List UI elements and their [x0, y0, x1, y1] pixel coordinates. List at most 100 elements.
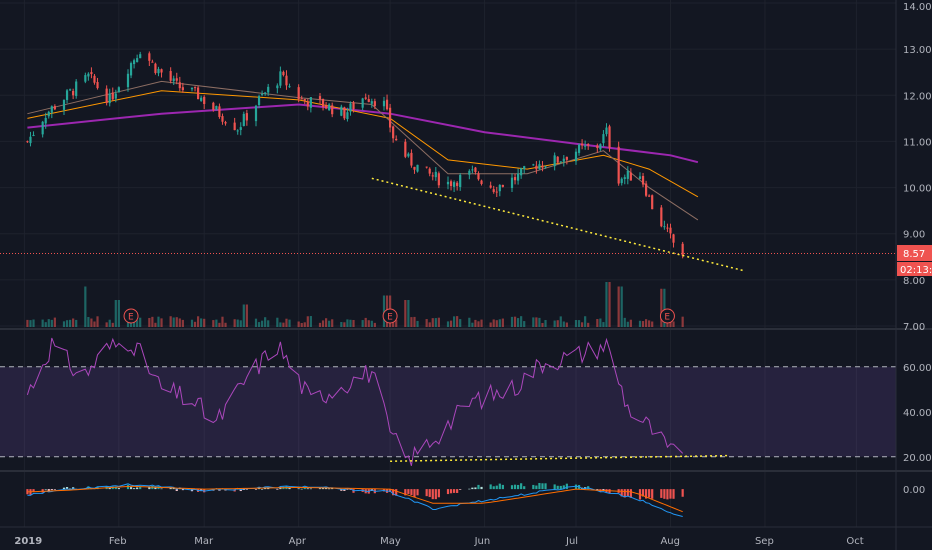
candle-body [449, 181, 453, 186]
macd-pane[interactable] [26, 482, 684, 517]
volume-bar [193, 321, 197, 327]
candle-body [257, 96, 261, 105]
volume-bar [626, 321, 629, 327]
volume-bar [264, 317, 267, 327]
y-tick-label: 9.00 [903, 230, 925, 241]
candle-body [495, 191, 498, 193]
volume-bar [495, 320, 498, 327]
volume-bar [641, 321, 645, 327]
candle-body [364, 97, 367, 99]
volume-bar [431, 318, 434, 327]
macd-histogram-bar [404, 489, 407, 496]
volume-bar [331, 319, 334, 327]
candle-body [651, 195, 654, 210]
macd-histogram-bar [407, 489, 410, 494]
volume-bar [370, 320, 373, 327]
candle-body [212, 102, 215, 110]
volume-bar [172, 317, 175, 327]
macd-histogram-bar [297, 488, 300, 490]
candle-body [44, 117, 47, 124]
volume-bar [93, 321, 96, 327]
volume-bar [608, 282, 611, 327]
volume-bar [108, 319, 111, 327]
volume-bar [672, 321, 675, 327]
macd-histogram-bar [47, 489, 50, 491]
macd-histogram-bar [288, 487, 291, 490]
candle-body [629, 172, 632, 181]
price-axis[interactable]: 14.00 13.00 12.00 11.00 10.00 9.00 8.00 7.00 60.… [895, 0, 932, 550]
candle-body [224, 122, 227, 124]
candle-body [303, 98, 306, 101]
candle-body [105, 88, 108, 103]
macd-histogram-bar [328, 488, 331, 490]
volume-bar [157, 316, 160, 327]
volume-bar [477, 321, 480, 327]
macd-series-line [27, 485, 683, 513]
macd-histogram-bar [136, 487, 139, 490]
volume-bar [117, 300, 120, 327]
candle-body [492, 189, 495, 192]
candle-body [139, 54, 142, 59]
macd-histogram-bar [629, 489, 632, 498]
candle-body [65, 90, 69, 100]
candle-body [437, 173, 440, 186]
time-axis[interactable]: 2019 Feb Mar Apr May Jun Jul Aug Sep Oct [0, 526, 932, 547]
volume-bar [651, 321, 654, 327]
candle-body [513, 177, 517, 181]
candle-body [108, 93, 111, 104]
volume-bar [239, 320, 242, 327]
volume-bar [303, 322, 306, 327]
volume-bar [136, 320, 139, 327]
volume-bar [300, 322, 303, 327]
volume-bar [413, 316, 416, 327]
macd-histogram-bar [553, 484, 556, 490]
macd-histogram-bar [544, 483, 547, 490]
volume-bar [221, 316, 224, 327]
volume-bar [382, 295, 386, 327]
macd-histogram-bar [331, 488, 334, 490]
volume-bar [276, 317, 279, 327]
macd-histogram-bar [471, 487, 474, 490]
macd-histogram-bar [32, 489, 35, 492]
candle-body [218, 106, 221, 117]
volume-bar [489, 322, 492, 327]
candle-body [446, 181, 450, 185]
volume-bar [352, 319, 355, 327]
moving-average-line [27, 80, 699, 221]
volume-bar [492, 319, 495, 327]
volume-bar [90, 318, 93, 327]
candle-body [321, 98, 325, 107]
candle-body [178, 82, 181, 89]
candle-body [200, 97, 203, 101]
macd-histogram-bar [129, 487, 133, 490]
macd-histogram-bar [178, 488, 181, 490]
macd-histogram-bar [459, 489, 462, 490]
rsi-pane[interactable] [0, 337, 896, 466]
macd-histogram-bar [175, 489, 178, 491]
volume-bar [257, 322, 261, 327]
candle-body [580, 143, 584, 146]
macd-histogram-bar [672, 489, 675, 499]
macd-histogram-bar [523, 486, 526, 490]
candle-body [666, 227, 669, 229]
volume-bar [105, 322, 108, 327]
macd-histogram-bar [596, 489, 599, 490]
volume-bar [224, 322, 227, 327]
macd-histogram-bar [276, 489, 279, 490]
candle-body [468, 170, 471, 175]
price-trendline[interactable] [371, 177, 744, 272]
volume-bar [623, 317, 626, 327]
volume-bar [584, 316, 587, 327]
macd-histogram-bar [410, 489, 413, 496]
volume-bar [68, 319, 72, 327]
macd-histogram-bar [44, 489, 47, 490]
rsi-trendline[interactable] [390, 454, 729, 462]
macd-histogram-bar [148, 487, 151, 490]
candle-body [236, 130, 239, 132]
candle-body [264, 92, 267, 94]
macd-histogram-bar [139, 486, 142, 490]
candle-body [340, 106, 343, 116]
